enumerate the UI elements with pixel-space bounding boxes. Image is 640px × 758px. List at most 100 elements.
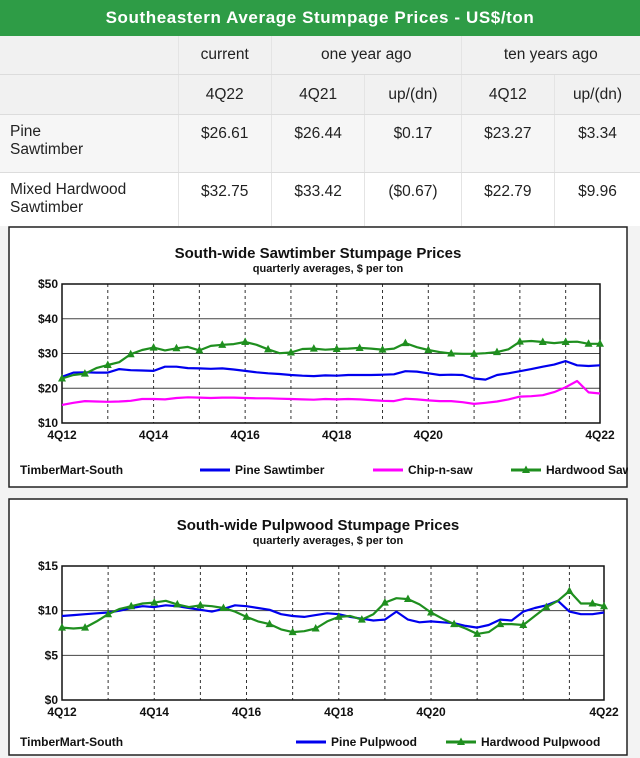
data-point-marker [103,360,112,368]
plot-border [61,283,601,424]
data-point-marker [496,619,505,628]
data-point-marker [600,601,608,610]
chart-source: TimberMart-South [20,735,123,749]
data-point-marker [357,615,366,623]
y-tick-label: $40 [38,312,58,326]
x-tick-label: 4Q18 [324,705,354,719]
y-tick-label: $20 [38,381,58,395]
data-point-marker [126,349,135,358]
header-change-10yr: up/(dn) [554,74,640,115]
legend-label: Hardwood Sawtimber [546,463,628,477]
data-point-marker [196,600,205,609]
data-point-marker [219,603,228,611]
data-point-marker [403,594,412,603]
data-point-marker [519,620,528,628]
data-point-marker [588,599,597,607]
row-label-line: Sawtimber [10,141,84,158]
legend-marker [457,737,465,745]
data-point-marker [561,337,570,346]
data-point-marker [332,344,341,352]
banner-title: Southeastern Average Stumpage Prices - U… [0,0,640,36]
data-point-marker [401,338,410,347]
table-cell: ($0.67) [364,172,462,231]
row-label: Mixed Hardwood Sawtimber [0,172,178,231]
x-tick-label: 4Q14 [140,705,170,719]
data-point-marker [104,609,113,618]
y-tick-label: $10 [38,416,58,430]
x-tick-label: 4Q20 [414,428,444,442]
data-point-marker [309,344,318,352]
data-point-marker [596,339,604,347]
data-point-marker [58,374,66,382]
series-line-chip-n-saw [61,379,601,406]
x-tick-label: 4Q12 [47,705,77,719]
header-4q21: 4Q21 [270,74,365,115]
data-point-marker [195,345,204,354]
plot-area [62,566,604,700]
data-point-marker [473,629,482,637]
y-tick-label: $30 [38,347,58,361]
pulpwood-chart-panel: South-wide Pulpwood Stumpage Prices quart… [0,498,640,758]
x-tick-label: 4Q14 [139,428,169,442]
data-point-marker [288,627,297,636]
series-line-pine-sawtimber [61,360,601,381]
y-tick-label: $50 [38,277,58,291]
data-point-marker [515,337,524,345]
plot-border [61,565,605,701]
row-label-line: Mixed Hardwood [10,181,127,198]
data-point-marker [424,345,433,354]
data-point-marker [264,344,273,353]
data-point-marker [447,349,456,357]
table-period-header-row: 4Q22 4Q21 up/(dn) 4Q12 up/(dn) [0,74,640,115]
y-tick-label: $0 [45,693,59,707]
data-point-marker [150,598,159,606]
table-group-header-row: current one year ago ten years ago [0,36,640,75]
row-label-line: Pine [10,123,42,140]
x-tick-label: 4Q22 [585,428,615,442]
data-point-marker [584,339,593,347]
sawtimber-chart-panel: South-wide Sawtimber Stumpage Prices quar… [0,226,640,498]
data-point-marker [380,598,389,606]
pulpwood-chart: South-wide Pulpwood Stumpage Pricesquart… [8,498,628,756]
data-point-marker [542,602,551,611]
chart-title: South-wide Pulpwood Stumpage Prices [177,517,460,534]
data-point-marker [218,340,227,348]
chart-title: South-wide Sawtimber Stumpage Prices [175,245,462,262]
header-current: current [177,36,272,75]
legend-label: Pine Pulpwood [331,735,417,749]
series-line-pine-pulpwood [61,599,605,629]
data-point-marker [149,343,158,351]
x-tick-label: 4Q12 [47,428,77,442]
table-cell: $23.27 [460,114,555,173]
chart-subtitle: quarterly averages, $ per ton [253,263,404,275]
x-tick-label: 4Q18 [322,428,352,442]
table-cell: $33.42 [270,172,365,231]
table-cell: $0.17 [364,114,462,173]
data-point-marker [80,369,89,377]
header-change-1yr: up/(dn) [364,74,462,115]
data-point-marker [355,343,364,351]
header-4q12: 4Q12 [460,74,555,115]
y-tick-label: $10 [38,604,58,618]
legend-label: Hardwood Pulpwood [481,735,600,749]
data-point-marker [450,619,459,628]
data-point-marker [565,586,574,595]
data-point-marker [334,612,343,620]
data-point-marker [538,337,547,346]
data-point-marker [378,345,387,353]
data-point-marker [427,607,436,616]
header-ten-years-ago: ten years ago [460,36,640,75]
table-cell: $26.44 [270,114,365,173]
data-point-marker [286,347,295,356]
table-cell: $32.75 [177,172,272,231]
chart-subtitle: quarterly averages, $ per ton [253,535,404,547]
y-tick-label: $15 [38,559,58,573]
price-table: current one year ago ten years ago 4Q22 … [0,36,640,231]
y-tick-label: $5 [45,648,59,662]
data-point-marker [127,601,136,610]
table-cell: $26.61 [177,114,272,173]
data-point-marker [265,619,274,628]
table-cell: $22.79 [460,172,555,231]
table-header-blank [0,36,178,75]
data-point-marker [242,612,251,620]
